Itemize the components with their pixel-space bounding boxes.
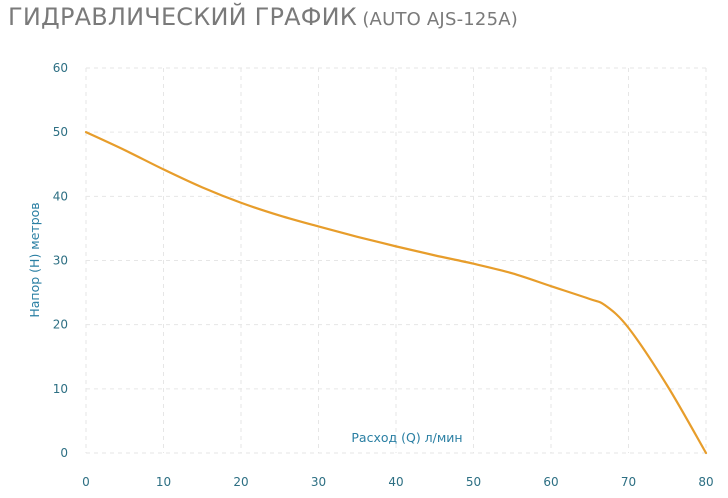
y-tick-label: 0 bbox=[60, 446, 68, 460]
y-tick-label: 50 bbox=[53, 125, 68, 139]
y-axis-label: Напор (Н) метров bbox=[27, 202, 42, 317]
x-tick-label: 80 bbox=[698, 475, 713, 489]
x-tick-label: 30 bbox=[311, 475, 326, 489]
y-tick-label: 60 bbox=[53, 61, 68, 75]
x-tick-label: 60 bbox=[543, 475, 558, 489]
x-tick-label: 70 bbox=[621, 475, 636, 489]
y-tick-label: 40 bbox=[53, 189, 68, 203]
x-tick-label: 10 bbox=[156, 475, 171, 489]
series-layer bbox=[84, 131, 708, 455]
chart-title-model: (AUTO AJS-125A) bbox=[362, 9, 518, 30]
y-tick-label: 20 bbox=[53, 318, 68, 332]
x-tick-label: 40 bbox=[388, 475, 403, 489]
chart-title: ГИДРАВЛИЧЕСКИЙ ГРАФИК (AUTO AJS-125A) bbox=[8, 3, 518, 31]
grid-layer bbox=[85, 67, 707, 454]
series-line bbox=[84, 131, 708, 455]
y-tick-label: 30 bbox=[53, 254, 68, 268]
x-tick-label: 20 bbox=[233, 475, 248, 489]
tick-layer: 0 10 20 30 40 50 60 70 80 0 10 20 30 40 50 60 bbox=[53, 61, 714, 489]
y-tick-label: 10 bbox=[53, 382, 68, 396]
chart-title-main: ГИДРАВЛИЧЕСКИЙ ГРАФИК bbox=[8, 3, 358, 31]
x-axis-label: Расход (Q) л/мин bbox=[351, 430, 462, 445]
x-tick-label: 50 bbox=[466, 475, 481, 489]
x-tick-label: 0 bbox=[82, 475, 90, 489]
